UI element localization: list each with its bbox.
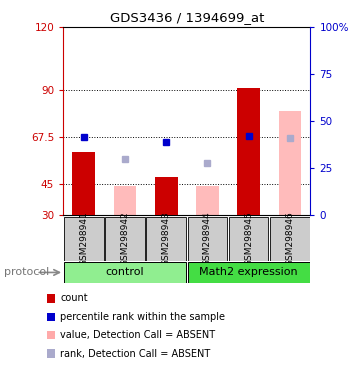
Title: GDS3436 / 1394699_at: GDS3436 / 1394699_at <box>110 11 264 24</box>
Text: GSM298942: GSM298942 <box>121 212 130 266</box>
Bar <box>229 217 269 261</box>
Bar <box>279 111 301 215</box>
Text: rank, Detection Call = ABSENT: rank, Detection Call = ABSENT <box>60 349 210 359</box>
Text: value, Detection Call = ABSENT: value, Detection Call = ABSENT <box>60 330 216 340</box>
Bar <box>73 152 95 215</box>
Text: GSM298941: GSM298941 <box>79 212 88 266</box>
Bar <box>155 177 178 215</box>
Text: percentile rank within the sample: percentile rank within the sample <box>60 312 225 322</box>
Text: Math2 expression: Math2 expression <box>199 267 298 278</box>
Bar <box>196 186 219 215</box>
Text: GSM298945: GSM298945 <box>244 212 253 266</box>
Text: count: count <box>60 293 88 303</box>
Text: protocol: protocol <box>4 267 49 278</box>
Bar <box>188 262 310 283</box>
Bar <box>237 88 260 215</box>
Bar <box>147 217 186 261</box>
Text: GSM298943: GSM298943 <box>162 212 171 266</box>
Bar <box>105 217 145 261</box>
Text: GSM298944: GSM298944 <box>203 212 212 266</box>
Text: GSM298946: GSM298946 <box>285 212 294 266</box>
Bar <box>188 217 227 261</box>
Bar <box>270 217 310 261</box>
Bar <box>64 262 186 283</box>
Bar <box>114 186 136 215</box>
Text: control: control <box>106 267 144 278</box>
Bar <box>64 217 104 261</box>
